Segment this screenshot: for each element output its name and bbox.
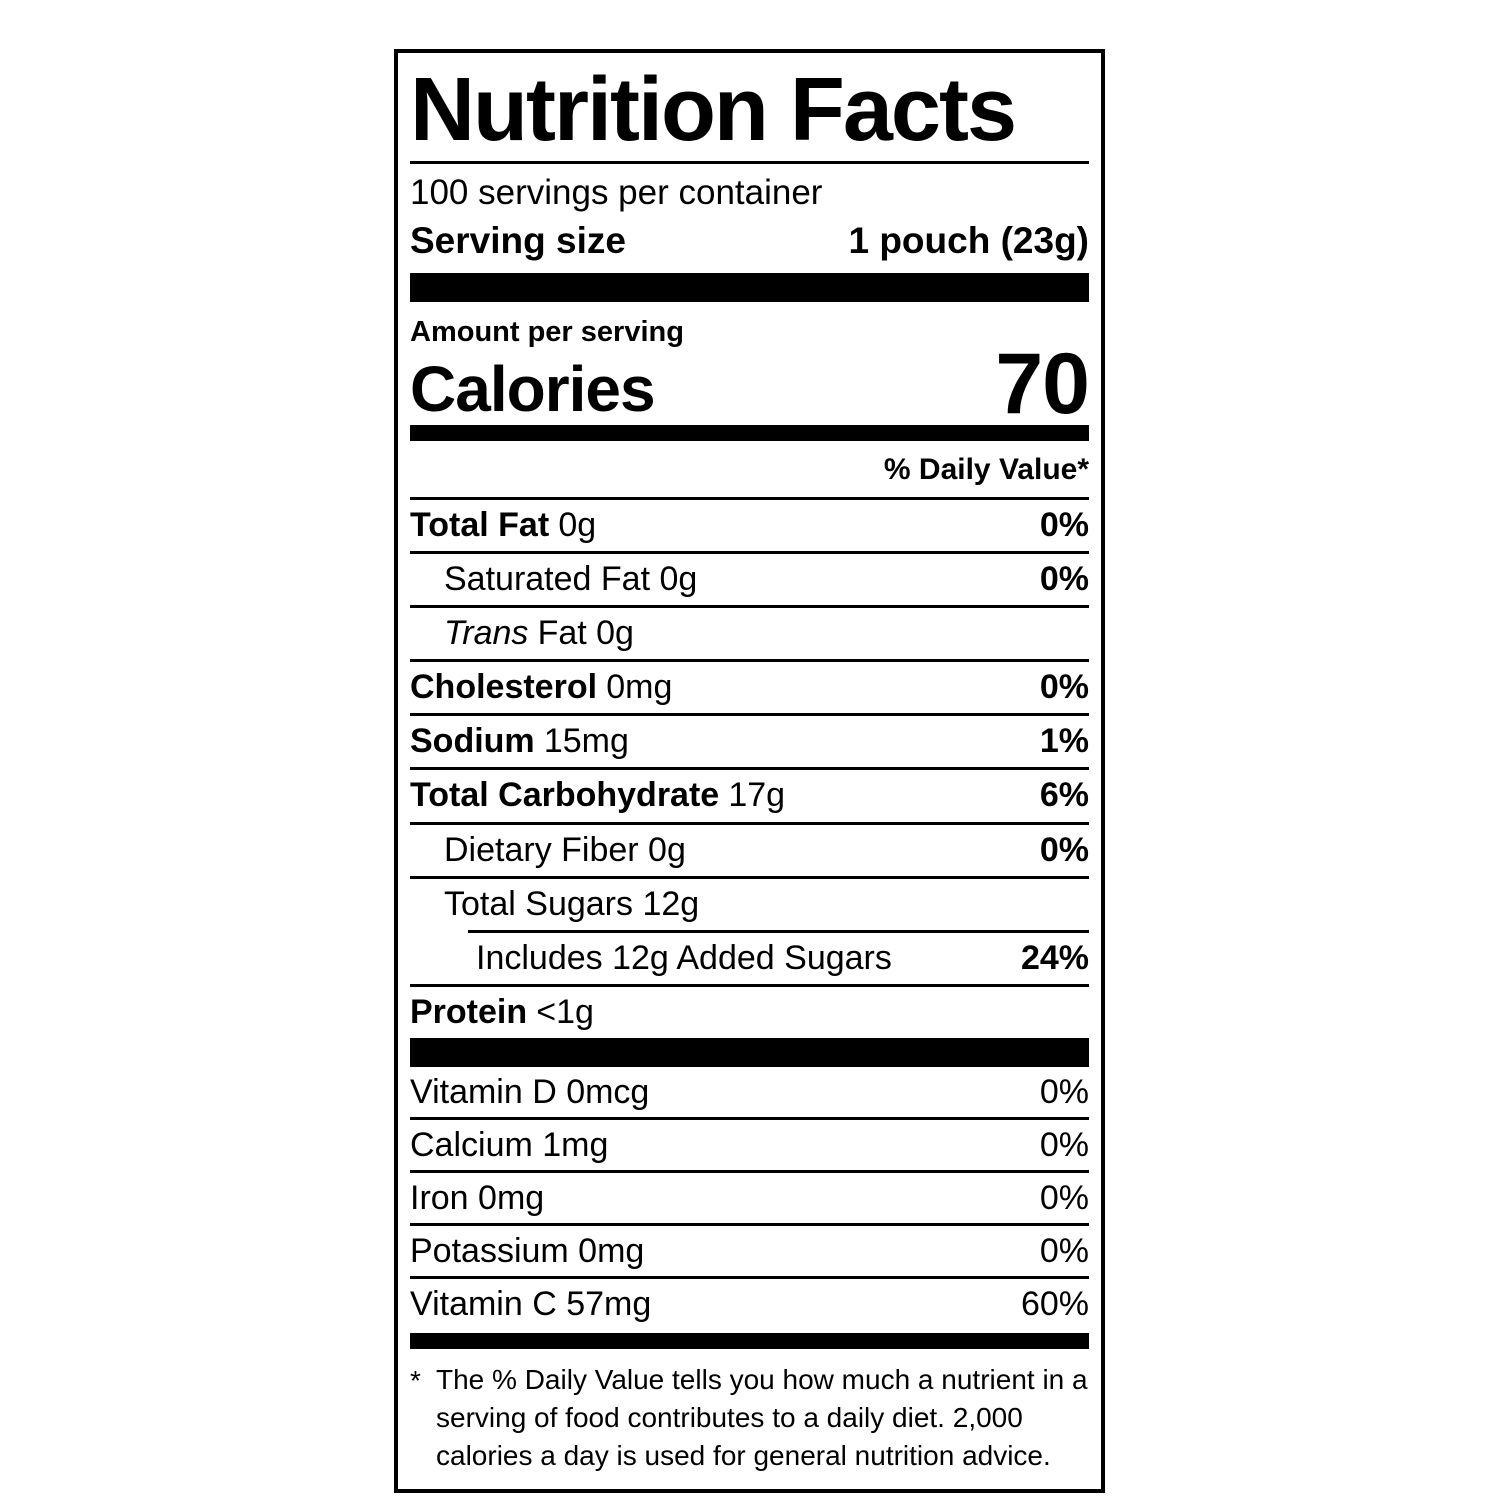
serving-size-value: 1 pouch (23g) — [848, 219, 1089, 261]
vitamin-row-vitamin-d: Vitamin D 0mcg 0% — [410, 1067, 1089, 1117]
nutrient-name: Cholesterol — [410, 668, 598, 707]
nutrient-row-dietary-fiber: Dietary Fiber 0g 0% — [410, 821, 1089, 876]
calories-label: Calories — [410, 352, 656, 425]
section-bar-thick-bottom — [410, 1037, 1089, 1067]
nutrient-name: Sodium — [410, 722, 535, 761]
nutrient-name: Total Sugars 12g — [444, 884, 700, 923]
nutrient-dv: 0% — [1039, 560, 1089, 599]
amount-per-serving-label: Amount per serving — [410, 315, 684, 348]
nutrient-amount: 0mg — [606, 668, 673, 707]
vitamin-name: Potassium 0mg — [410, 1231, 645, 1270]
calories-row: Calories 70 — [410, 335, 1090, 432]
nutrient-amount: <1g — [536, 992, 594, 1031]
nutrient-row-trans-fat: Trans Fat 0g — [410, 605, 1089, 659]
footnote: * The % Daily Value tells you how much a… — [410, 1349, 1089, 1475]
nutrient-row-total-sugars: Total Sugars 12g — [410, 875, 1089, 930]
nutrient-row-sodium: Sodium 15mg 1% — [410, 713, 1089, 767]
nutrients-section: Total Fat 0g 0% Saturated Fat 0g 0% Trans… — [410, 497, 1089, 1037]
nutrient-name: Protein — [410, 992, 528, 1031]
vitamin-name: Iron 0mg — [410, 1178, 545, 1217]
vitamins-section: Vitamin D 0mcg 0% Calcium 1mg 0% Iron 0m… — [410, 1067, 1089, 1329]
nutrient-dv: 0% — [1039, 668, 1089, 707]
vitamin-name: Calcium 1mg — [410, 1125, 609, 1164]
nutrient-name: Dietary Fiber 0g — [444, 830, 686, 869]
vitamin-row-potassium: Potassium 0mg 0% — [410, 1222, 1089, 1276]
serving-size-row: Serving size 1 pouch (23g) — [410, 214, 1089, 273]
nutrient-dv: 6% — [1039, 776, 1089, 815]
nutrient-amount: 15mg — [543, 722, 629, 761]
nutrient-row-protein: Protein <1g — [410, 983, 1089, 1038]
vitamin-dv: 0% — [1039, 1072, 1089, 1111]
vitamin-dv: 0% — [1039, 1178, 1089, 1217]
nutrient-name-rest: Fat 0g — [537, 614, 634, 653]
vitamin-dv: 0% — [1039, 1125, 1089, 1164]
nutrient-dv: 0% — [1039, 506, 1089, 545]
nutrient-row-total-carbohydrate: Total Carbohydrate 17g 6% — [410, 767, 1089, 821]
nutrient-name: Saturated Fat 0g — [444, 560, 698, 599]
vitamin-name: Vitamin D 0mcg — [410, 1072, 650, 1111]
nutrient-dv: 24% — [1020, 938, 1089, 977]
daily-value-header: % Daily Value* — [883, 453, 1089, 487]
nutrition-facts-label: Nutrition Facts 100 servings per contain… — [394, 49, 1105, 1494]
title-divider — [410, 160, 1089, 164]
serving-size-label: Serving size — [410, 219, 626, 261]
footnote-asterisk: * — [410, 1364, 421, 1396]
nutrient-name: Total Carbohydrate — [410, 776, 720, 815]
footnote-divider-bar — [410, 1332, 1089, 1349]
nutrient-row-total-fat: Total Fat 0g 0% — [410, 497, 1089, 551]
nutrient-name: Total Fat — [410, 506, 550, 545]
calories-divider-bar — [410, 425, 1089, 442]
vitamin-dv: 60% — [1020, 1284, 1089, 1323]
label-title: Nutrition Facts — [410, 60, 1017, 160]
servings-per-container: 100 servings per container — [410, 172, 823, 212]
vitamin-row-vitamin-c: Vitamin C 57mg 60% — [410, 1275, 1089, 1329]
nutrient-row-added-sugars: Includes 12g Added Sugars 24% — [410, 929, 1089, 984]
nutrient-amount: 0g — [558, 506, 597, 545]
vitamin-dv: 0% — [1039, 1231, 1089, 1270]
vitamin-row-iron: Iron 0mg 0% — [410, 1169, 1089, 1223]
nutrient-dv: 0% — [1039, 830, 1089, 869]
vitamin-row-calcium: Calcium 1mg 0% — [410, 1116, 1089, 1170]
nutrient-amount: 17g — [728, 776, 786, 815]
nutrient-dv: 1% — [1039, 722, 1089, 761]
nutrient-name: Includes 12g Added Sugars — [476, 938, 892, 977]
footnote-text: The % Daily Value tells you how much a n… — [436, 1363, 1088, 1471]
section-bar-thick-top — [410, 272, 1089, 302]
nutrient-row-cholesterol: Cholesterol 0mg 0% — [410, 659, 1089, 713]
vitamin-name: Vitamin C 57mg — [410, 1284, 652, 1323]
nutrient-name-italic: Trans — [444, 614, 529, 653]
calories-value: 70 — [995, 335, 1090, 432]
nutrient-row-saturated-fat: Saturated Fat 0g 0% — [410, 551, 1089, 605]
